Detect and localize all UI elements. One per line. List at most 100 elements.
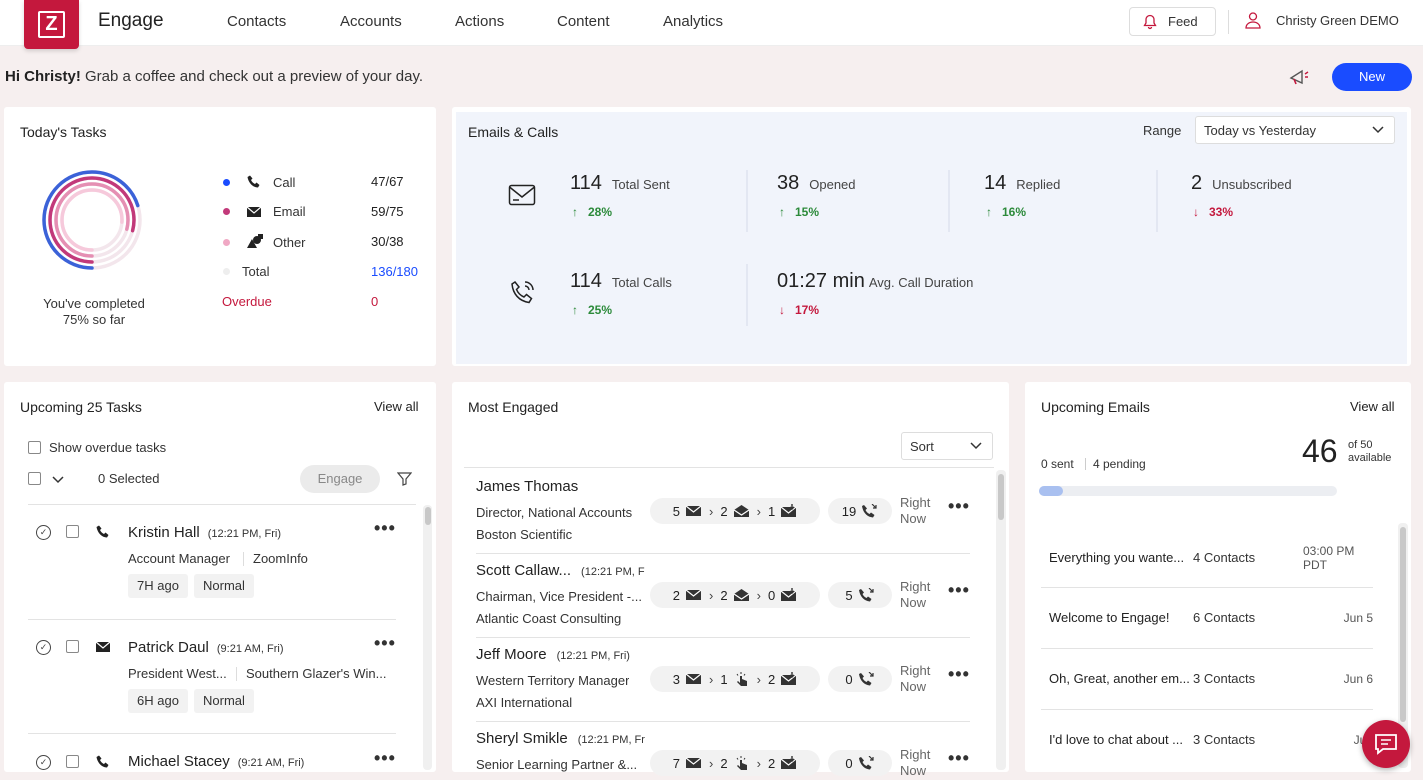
more-icon[interactable]: •••	[374, 748, 396, 768]
engagement-funnel: 2 › 2 › 0	[650, 582, 820, 608]
task-contact-name[interactable]: Kristin Hall	[128, 524, 200, 541]
nav-actions[interactable]: Actions	[455, 13, 505, 30]
engaged-contact-name[interactable]: Sheryl Smikle	[476, 730, 568, 747]
arrow-up-icon: ↑	[986, 205, 992, 219]
range-select[interactable]: Today vs Yesterday	[1195, 116, 1395, 144]
engaged-contact-name[interactable]: James Thomas	[476, 478, 579, 495]
sent-count: 7	[672, 755, 681, 771]
upcoming-emails-view-all[interactable]: View all	[1350, 399, 1395, 414]
task-ago-chip: 7H ago	[128, 574, 188, 598]
show-overdue-checkbox[interactable]	[28, 441, 41, 454]
phone-outline-icon	[511, 280, 534, 304]
filter-icon[interactable]	[397, 472, 412, 486]
header-divider	[1228, 10, 1229, 34]
user-menu[interactable]: Christy Green DEMO	[1244, 11, 1399, 29]
stat-label: Opened	[809, 177, 856, 192]
sort-select[interactable]: Sort	[901, 432, 993, 460]
engaged-header: Jeff Moore (12:21 PM, Fri)	[476, 646, 630, 663]
nav-content[interactable]: Content	[557, 13, 610, 30]
phone-icon	[96, 525, 109, 538]
engage-button[interactable]: Engage	[300, 465, 380, 493]
nav-analytics[interactable]: Analytics	[663, 13, 724, 30]
more-icon[interactable]: •••	[948, 580, 970, 600]
chat-button[interactable]	[1362, 720, 1410, 768]
complete-task-icon[interactable]: ✓	[36, 640, 51, 655]
emails-scrollbar-thumb[interactable]	[1400, 527, 1406, 722]
show-overdue-toggle[interactable]: Show overdue tasks	[28, 440, 166, 455]
megaphone-icon[interactable]	[1288, 66, 1310, 88]
emails-sent-count: 0 sent	[1041, 457, 1074, 471]
more-icon[interactable]: •••	[374, 633, 396, 653]
email-dot	[223, 208, 230, 215]
task-contact-name[interactable]: Michael Stacey	[128, 753, 230, 770]
email-subject[interactable]: Welcome to Engage!	[1049, 610, 1170, 625]
ring-progress	[48, 176, 136, 264]
upcoming-tasks-view-all[interactable]: View all	[374, 399, 419, 414]
email-subject[interactable]: Everything you wante...	[1049, 550, 1185, 565]
replied-count: 1	[767, 503, 776, 519]
engaged-contact-name[interactable]: Jeff Moore	[476, 646, 547, 663]
range-label: Range	[1143, 123, 1182, 138]
more-icon[interactable]: •••	[374, 518, 396, 538]
complete-task-icon[interactable]: ✓	[36, 755, 51, 770]
stat-label: Avg. Call Duration	[868, 275, 974, 290]
task-row-call: Call	[223, 174, 295, 190]
arrow-up-icon: ↑	[572, 205, 578, 219]
upcoming-tasks-title: Upcoming 25 Tasks	[20, 399, 142, 415]
bell-icon	[1143, 14, 1157, 29]
more-icon[interactable]: •••	[948, 496, 970, 516]
engaged-contact-name[interactable]: Scott Callaw...	[476, 562, 572, 579]
app-name: Engage	[98, 10, 164, 31]
task-checkbox[interactable]	[66, 525, 79, 538]
stat-pct: 17%	[795, 303, 820, 317]
arrow-up-icon: ↑	[779, 205, 785, 219]
complete-task-icon[interactable]: ✓	[36, 525, 51, 540]
nav-contacts[interactable]: Contacts	[227, 13, 287, 30]
engaged-company: AXI International	[476, 695, 573, 710]
stat-value: 114	[570, 172, 602, 194]
stat-opened: 38 Opened	[777, 172, 856, 195]
user-icon	[1245, 12, 1261, 29]
stat-label: Total Calls	[611, 275, 672, 290]
call-count: 0	[845, 755, 853, 771]
task-header: Patrick Daul (9:21 AM, Fri)	[128, 639, 283, 656]
divider	[476, 721, 970, 722]
engaged-time: (12:21 PM, F	[581, 566, 645, 578]
more-icon[interactable]: •••	[948, 664, 970, 684]
new-button[interactable]: New	[1332, 63, 1412, 91]
completion-text: You've completed 75% so far	[20, 296, 168, 328]
stat-avg-call-duration: 01:27 min Avg. Call Duration	[777, 270, 973, 293]
task-checkbox[interactable]	[66, 755, 79, 768]
tasks-scrollbar-thumb[interactable]	[425, 507, 431, 525]
other-label: Other	[273, 234, 306, 250]
task-priority-chip: Normal	[194, 689, 254, 713]
engaged-scrollbar-thumb[interactable]	[998, 474, 1004, 520]
more-icon[interactable]: •••	[948, 748, 970, 768]
engaged-scrollbar[interactable]	[996, 470, 1006, 770]
stat-total-calls-change: ↑ 25%	[572, 303, 612, 317]
email-subject[interactable]: I'd love to chat about ...	[1049, 732, 1184, 747]
feed-button[interactable]: Feed	[1129, 7, 1216, 36]
tasks-scrollbar[interactable]	[423, 505, 432, 770]
emails-progress-fill	[1039, 486, 1063, 496]
nav-accounts[interactable]: Accounts	[340, 13, 402, 30]
arrow-down-icon: ↓	[1193, 205, 1199, 219]
app-logo[interactable]: Z	[24, 0, 79, 49]
stat-value: 01:27 min	[777, 270, 865, 292]
stat-opened-change: ↑ 15%	[779, 205, 819, 219]
second-count: 2	[720, 755, 728, 771]
task-checkbox[interactable]	[66, 640, 79, 653]
emails-calls-title: Emails & Calls	[468, 124, 559, 140]
envelope-icon	[685, 757, 702, 768]
chevron-right-icon: ›	[709, 755, 714, 771]
range-value: Today vs Yesterday	[1204, 122, 1317, 138]
email-subject[interactable]: Oh, Great, another em...	[1049, 671, 1190, 686]
phone-callback-icon	[862, 504, 877, 518]
engaged-company: Atlantic Coast Consulting	[476, 611, 622, 626]
divider	[1085, 458, 1086, 470]
chevron-down-icon[interactable]	[52, 476, 64, 484]
stat-total-calls: 114 Total Calls	[570, 270, 672, 293]
select-all-checkbox[interactable]	[28, 472, 41, 485]
task-contact-name[interactable]: Patrick Daul	[128, 639, 209, 656]
email-time: 03:00 PM	[1303, 544, 1355, 558]
